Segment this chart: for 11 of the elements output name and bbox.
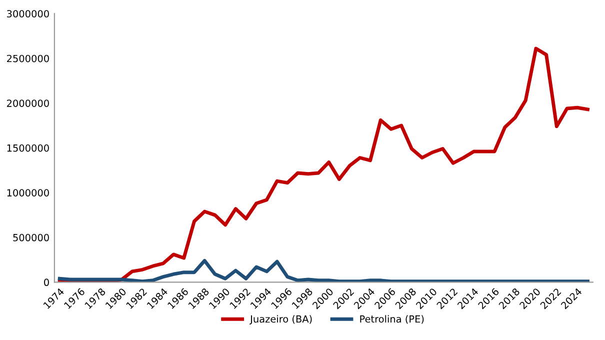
y-tick-label: 1500000	[7, 144, 49, 152]
y-tick-label: 1000000	[7, 189, 49, 196]
y-tick-label: 2000000	[7, 100, 49, 107]
y-tick-label: 3000000	[7, 10, 49, 18]
legend-label: Petrolina (PE)	[360, 315, 424, 324]
y-tick-label: 500000	[13, 234, 49, 242]
legend-label: Juazeiro (BA)	[250, 315, 312, 324]
y-tick-label: 2500000	[7, 54, 49, 62]
y-tick-label: 0	[44, 278, 49, 286]
line-series	[58, 258, 590, 282]
line-series	[58, 46, 590, 282]
